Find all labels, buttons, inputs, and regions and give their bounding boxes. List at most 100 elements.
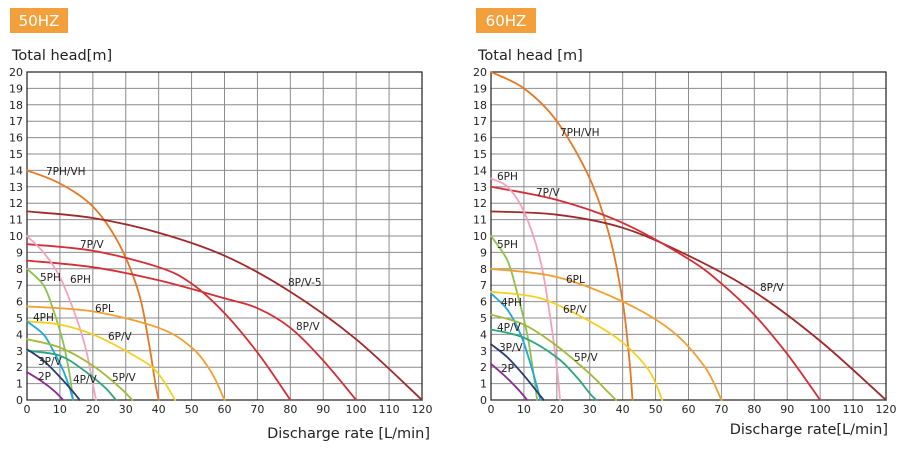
series-line-2p: [490, 363, 529, 401]
y-tick-label: 3: [480, 345, 487, 358]
series-line-6p-v: [26, 320, 176, 401]
series-line-6pl: [490, 267, 723, 401]
series-label: 8P/V-5: [288, 277, 322, 289]
y-tick-label: 1: [480, 378, 487, 391]
series-label: 7PH/VH: [560, 127, 600, 139]
series-line-4ph: [490, 292, 542, 401]
y-axis-title: Total head[m]: [11, 48, 112, 64]
y-tick-label: 8: [16, 263, 23, 276]
y-tick-label: 0: [16, 394, 23, 407]
series-label: 6PH: [70, 274, 91, 286]
series-line-6ph: [490, 177, 561, 401]
y-tick-label: 14: [473, 164, 487, 177]
x-tick-label: 120: [876, 403, 897, 416]
frequency-badge: [476, 8, 536, 33]
series-line-7ph-vh: [26, 169, 160, 401]
y-tick-label: 8: [480, 263, 487, 276]
y-tick-label: 6: [16, 296, 23, 309]
y-tick-label: 18: [9, 99, 23, 112]
series-line-5ph: [26, 267, 74, 401]
series-label: 4PH: [501, 297, 522, 309]
series-line-7p-v: [490, 185, 822, 401]
x-tick-label: 10: [53, 403, 67, 416]
y-tick-label: 20: [9, 66, 23, 79]
y-tick-label: 5: [16, 312, 23, 325]
y-tick-label: 16: [473, 132, 487, 145]
series-label: 3P/V: [499, 342, 524, 354]
y-axis-title: Total head [m]: [477, 48, 583, 64]
y-tick-label: 4: [16, 328, 23, 341]
series-label: 4P/V: [73, 374, 98, 386]
y-tick-label: 11: [9, 214, 23, 227]
series-label: 7PH/VH: [46, 166, 86, 178]
y-tick-label: 19: [9, 82, 23, 95]
grid: [26, 71, 423, 401]
y-tick-label: 13: [9, 181, 23, 194]
series-line-5p-v: [26, 338, 134, 401]
y-tick-label: 14: [9, 164, 23, 177]
series-line-8p-v: [26, 259, 358, 401]
y-tick-label: 15: [473, 148, 487, 161]
x-tick-label: 20: [550, 403, 564, 416]
y-tick-label: 17: [9, 115, 23, 128]
y-tick-label: 15: [9, 148, 23, 161]
series-line-6p-v: [490, 290, 664, 401]
series-label: 5PH: [497, 239, 518, 251]
frequency-badge: [10, 8, 68, 33]
series-label: 5PH: [40, 272, 61, 284]
series-label: 6P/V: [108, 331, 133, 343]
x-tick-label: 40: [616, 403, 630, 416]
y-tick-label: 10: [9, 230, 23, 243]
series-line-7ph-vh: [490, 71, 634, 401]
x-tick-label: 0: [24, 403, 31, 416]
series-label: 6PH: [497, 171, 518, 183]
y-tick-label: 7: [16, 279, 23, 292]
x-tick-label: 30: [119, 403, 133, 416]
x-tick-label: 20: [86, 403, 100, 416]
y-tick-label: 17: [473, 115, 487, 128]
y-tick-label: 11: [473, 214, 487, 227]
y-tick-label: 9: [480, 246, 487, 259]
y-tick-label: 0: [480, 394, 487, 407]
series-label: 4PH: [33, 312, 54, 324]
y-tick-label: 3: [16, 345, 23, 358]
series-label: 2P: [501, 363, 514, 375]
x-tick-label: 80: [747, 403, 761, 416]
series-label: 8P/V: [760, 282, 785, 294]
series-line-3p-v: [26, 348, 81, 401]
x-tick-label: 60: [218, 403, 232, 416]
y-tick-label: 16: [9, 132, 23, 145]
series-line-2p: [26, 371, 65, 401]
y-tick-label: 5: [480, 312, 487, 325]
y-tick-label: 4: [480, 328, 487, 341]
x-tick-label: 90: [316, 403, 330, 416]
y-tick-label: 1: [16, 378, 23, 391]
frequency-badge-label: 60HZ: [486, 12, 527, 30]
x-tick-label: 70: [714, 403, 728, 416]
y-tick-label: 2: [480, 361, 487, 374]
x-axis-title: Discharge rate[L/min]: [730, 422, 888, 438]
x-axis-title: Discharge rate [L/min]: [267, 426, 430, 442]
series-label: 4P/V: [497, 322, 522, 334]
y-tick-label: 19: [473, 82, 487, 95]
y-tick-label: 6: [480, 296, 487, 309]
series-label: 7P/V: [536, 187, 561, 199]
x-tick-label: 110: [379, 403, 400, 416]
x-tick-label: 50: [649, 403, 663, 416]
x-tick-label: 10: [517, 403, 531, 416]
x-tick-label: 40: [152, 403, 166, 416]
y-tick-label: 12: [9, 197, 23, 210]
series-label: 6PL: [95, 303, 114, 315]
series-line-4p-v: [490, 328, 598, 401]
series-line-6ph: [26, 235, 97, 401]
x-tick-label: 80: [283, 403, 297, 416]
x-tick-label: 100: [346, 403, 367, 416]
series-line-6pl: [26, 305, 226, 401]
x-tick-label: 0: [488, 403, 495, 416]
x-tick-label: 70: [250, 403, 264, 416]
y-tick-label: 13: [473, 181, 487, 194]
